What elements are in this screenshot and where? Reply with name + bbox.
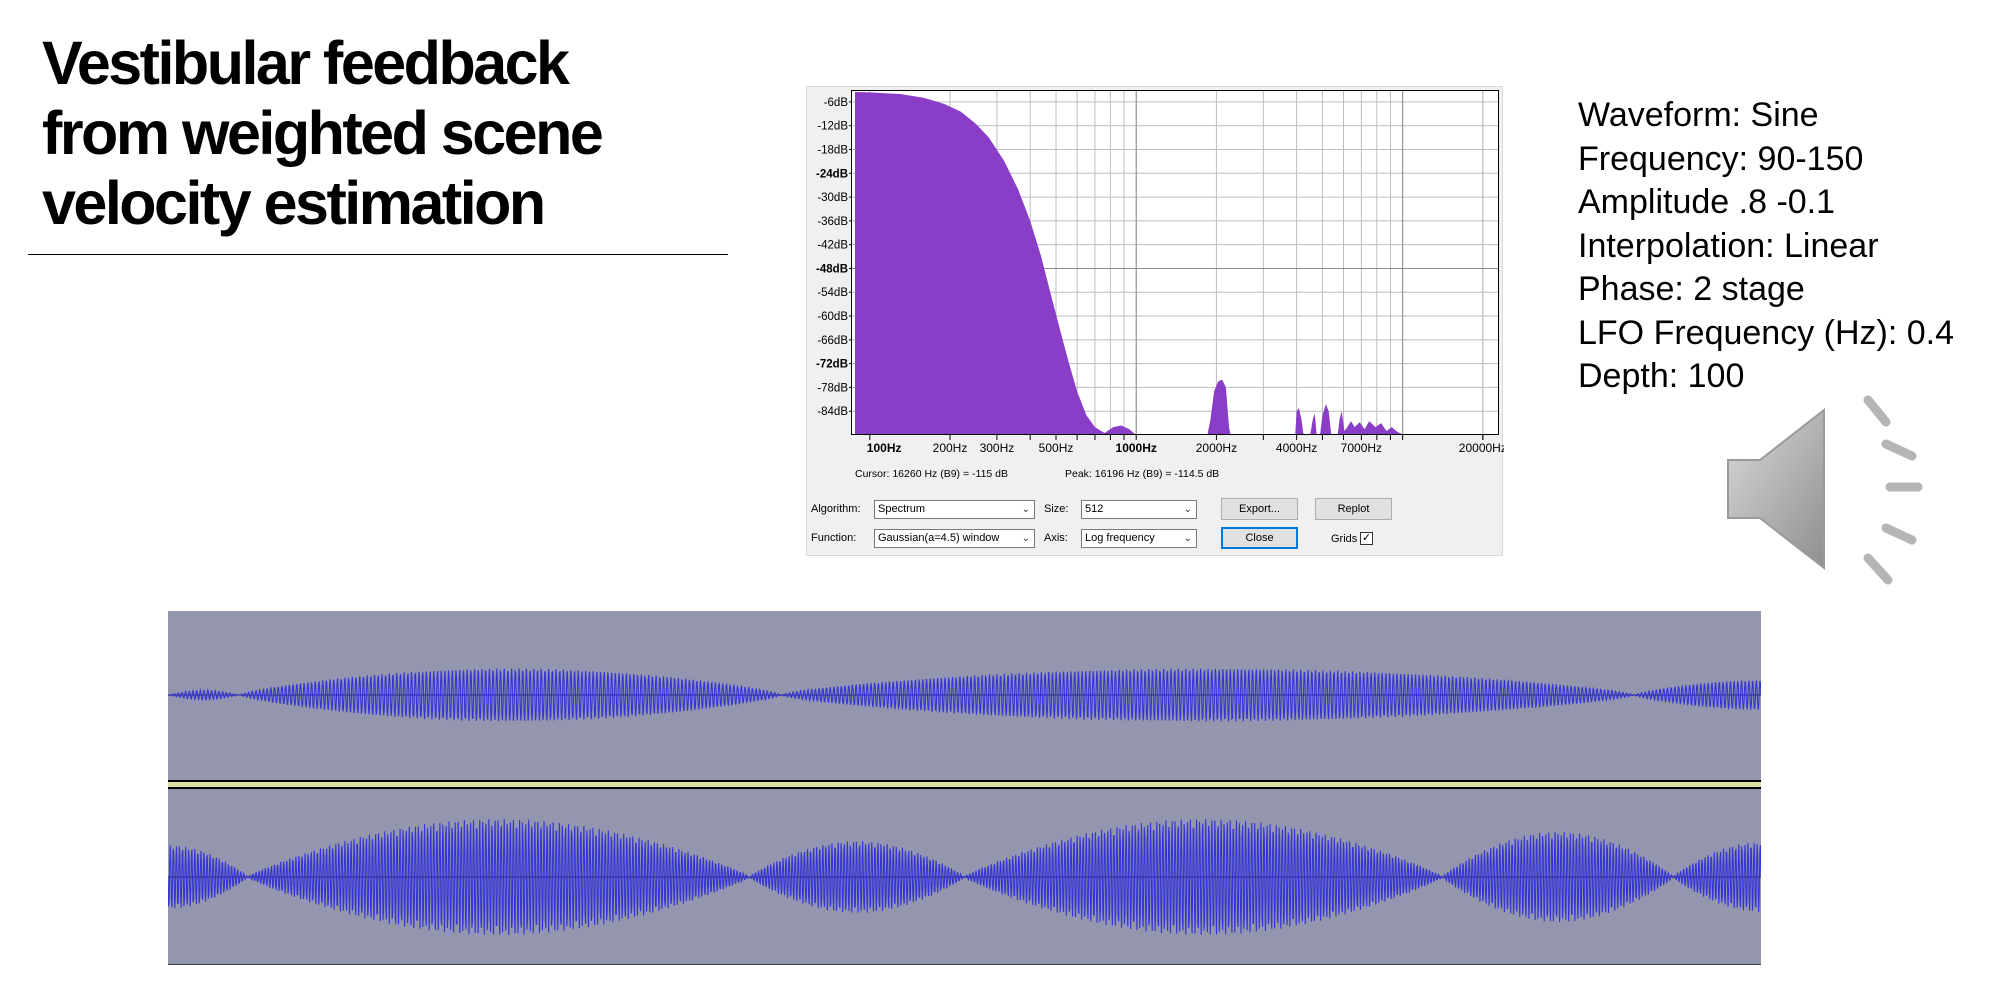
speaker-volume-icon[interactable] — [1726, 392, 1946, 592]
y-tick-label: -48dB — [816, 263, 848, 275]
x-tick-label: 200Hz — [933, 441, 968, 455]
cursor-readout: Cursor: 16260 Hz (B9) = -115 dB — [855, 468, 1009, 480]
y-tick-label: -12dB — [817, 121, 848, 133]
slide-title: Vestibular feedback from weighted scene … — [42, 28, 742, 238]
close-button[interactable]: Close — [1221, 527, 1298, 549]
axis-value: Log frequency — [1085, 532, 1155, 544]
param-waveform: Waveform: Sine — [1578, 96, 1819, 134]
y-tick-label: -54dB — [817, 287, 848, 299]
y-tick-label: -78dB — [817, 382, 848, 394]
slide-title-line-1: Vestibular feedback — [42, 29, 570, 97]
size-select[interactable]: 512 ⌄ — [1081, 500, 1197, 519]
x-tick-label: 20000Hz — [1459, 441, 1504, 455]
function-value: Gaussian(a=4.5) window — [878, 532, 1000, 544]
parameter-list: Waveform: Sine Frequency: 90-150 Amplitu… — [1578, 94, 1954, 399]
param-amplitude: Amplitude .8 -0.1 — [1578, 183, 1836, 221]
checkmark-icon: ✓ — [1361, 532, 1372, 544]
grids-checkbox[interactable]: ✓ — [1360, 532, 1373, 545]
size-value: 512 — [1085, 503, 1104, 515]
y-tick-label: -24dB — [816, 168, 848, 180]
axis-select[interactable]: Log frequency ⌄ — [1081, 529, 1197, 548]
y-tick-label: -66dB — [817, 335, 848, 347]
y-tick-label: -72dB — [816, 359, 848, 371]
x-tick-label: 500Hz — [1039, 441, 1074, 455]
x-tick-label: 7000Hz — [1341, 441, 1382, 455]
spectrum-plot: -6dB -12dB -18dB -24dB -30dB -36dB -42dB -48dB -… — [816, 90, 1504, 455]
stereo-waveform-view[interactable] — [168, 611, 1761, 965]
x-tick-label: 100Hz — [867, 441, 902, 455]
size-label: Size: — [1044, 503, 1069, 515]
spectrum-area — [855, 92, 1405, 435]
param-phase: Phase: 2 stage — [1578, 270, 1805, 308]
algorithm-value: Spectrum — [878, 503, 926, 515]
frequency-analysis-panel: -6dB -12dB -18dB -24dB -30dB -36dB -42dB -48dB -… — [806, 86, 1504, 556]
export-button[interactable]: Export... — [1221, 498, 1298, 520]
grids-label: Grids — [1331, 533, 1358, 545]
replot-button[interactable]: Replot — [1315, 498, 1392, 520]
function-label: Function: — [811, 532, 857, 544]
chevron-down-icon: ⌄ — [1021, 533, 1030, 544]
algorithm-select[interactable]: Spectrum ⌄ — [874, 500, 1035, 519]
y-tick-label: -36dB — [817, 216, 848, 228]
x-tick-label: 2000Hz — [1196, 441, 1237, 455]
y-tick-label: -42dB — [817, 240, 848, 252]
y-tick-label: -6dB — [824, 97, 849, 109]
x-tick-label: 300Hz — [980, 441, 1015, 455]
param-lfo-frequency: LFO Frequency (Hz): 0.4 — [1578, 313, 1955, 352]
chevron-down-icon: ⌄ — [1183, 533, 1192, 544]
chevron-down-icon: ⌄ — [1021, 504, 1030, 515]
y-tick-label: -18dB — [817, 144, 848, 156]
channel-separator-bottom — [168, 787, 1761, 789]
y-tick-label: -60dB — [817, 311, 848, 323]
channel-separator — [168, 782, 1761, 787]
x-tick-label: 1000Hz — [1116, 441, 1157, 455]
title-divider — [28, 254, 728, 255]
y-tick-label: -84dB — [817, 406, 848, 418]
param-frequency: Frequency: 90-150 — [1578, 139, 1864, 178]
slide-title-line-2: from weighted scene — [42, 99, 604, 167]
slide-title-line-3: velocity estimation — [42, 169, 546, 237]
plot-frame — [851, 90, 1499, 435]
function-select[interactable]: Gaussian(a=4.5) window ⌄ — [874, 529, 1035, 548]
x-tick-label: 4000Hz — [1276, 441, 1317, 455]
algorithm-label: Algorithm: — [811, 503, 861, 515]
y-tick-label: -30dB — [817, 192, 848, 204]
param-depth: Depth: 100 — [1578, 357, 1745, 395]
channel-separator-top — [168, 780, 1761, 782]
axis-label: Axis: — [1044, 532, 1068, 544]
param-interpolation: Interpolation: Linear — [1578, 226, 1879, 265]
chevron-down-icon: ⌄ — [1183, 504, 1192, 515]
peak-readout: Peak: 16196 Hz (B9) = -114.5 dB — [1065, 468, 1220, 480]
